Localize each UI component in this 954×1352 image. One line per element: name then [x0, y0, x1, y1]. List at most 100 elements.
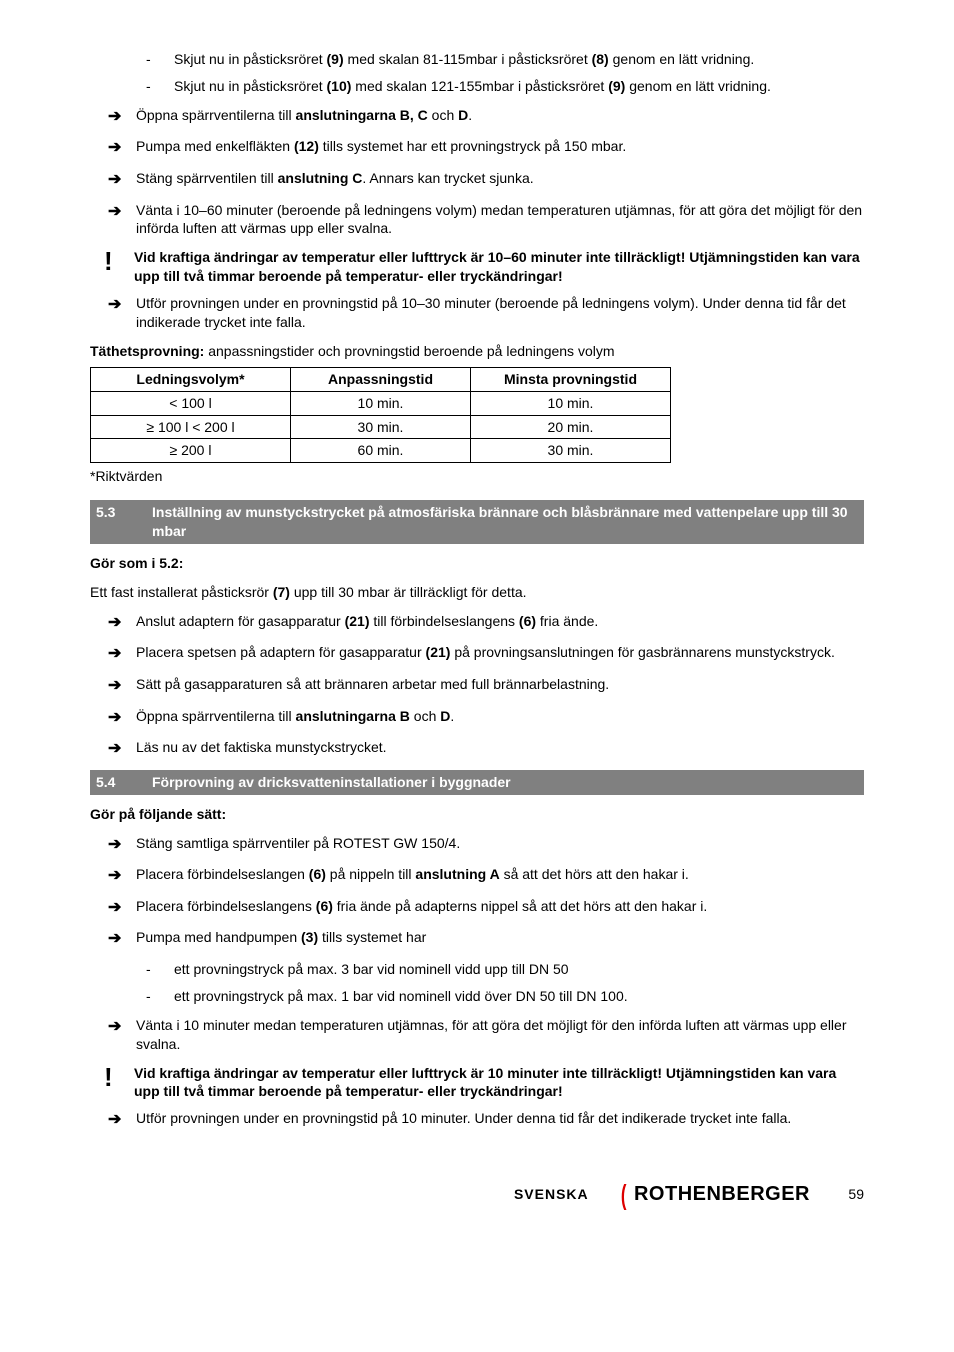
table-cell: 30 min. [471, 439, 671, 463]
brand-name: ROTHENBERGER [634, 1181, 810, 1208]
arrow-item-text: Pumpa med enkelfläkten (12) tills system… [136, 137, 864, 159]
arrow-list-1: ➔Öppna spärrventilerna till anslutningar… [108, 106, 864, 239]
section-number: 5.4 [96, 773, 152, 792]
arrow-icon: ➔ [108, 1016, 136, 1054]
arrow-item-text: Stäng samtliga spärrventiler på ROTEST G… [136, 834, 864, 856]
arrow-item-text: Stäng spärrventilen till anslutning C. A… [136, 169, 864, 191]
arrow-item-text: Placera förbindelseslangen (6) på nippel… [136, 865, 864, 887]
section-5-3-intro: Ett fast installerat påsticksrör (7) upp… [90, 583, 864, 602]
arrow-list-5-4-a: ➔Stäng samtliga spärrventiler på ROTEST … [108, 834, 864, 950]
arrow-item-text: Pumpa med handpumpen (3) tills systemet … [136, 928, 864, 950]
section-5-3-lead: Gör som i 5.2: [90, 554, 864, 573]
tightness-test-table: Ledningsvolym*AnpassningstidMinsta provn… [90, 367, 671, 464]
arrow-icon: ➔ [108, 1109, 136, 1131]
arrow-list-item: ➔Vänta i 10–60 minuter (beroende på ledn… [108, 201, 864, 239]
warning-text: Vid kraftiga ändringar av temperatur ell… [134, 248, 864, 286]
arrow-icon: ➔ [108, 707, 136, 729]
arrow-list-item: ➔Stäng spärrventilen till anslutning C. … [108, 169, 864, 191]
arrow-icon: ➔ [108, 643, 136, 665]
arrow-item-text: Placera förbindelseslangens (6) fria änd… [136, 897, 864, 919]
arrow-item-text: Sätt på gasapparaturen så att brännaren … [136, 675, 864, 697]
arrow-icon: ➔ [108, 612, 136, 634]
section-heading-5-4: 5.4 Förprovning av dricksvatteninstallat… [90, 770, 864, 795]
sub-list-item: -ett provningstryck på max. 3 bar vid no… [146, 960, 864, 979]
arrow-item-text: Utför provningen under en provningstid p… [136, 1109, 864, 1131]
warning-icon: ! [104, 1064, 134, 1102]
arrow-item-text: Utför provningen under en provningstid p… [136, 294, 864, 332]
table-header-cell: Anpassningstid [291, 367, 471, 391]
arrow-list-item: ➔Öppna spärrventilerna till anslutningar… [108, 707, 864, 729]
section-title: Inställning av munstyckstrycket på atmos… [152, 503, 858, 541]
arrow-list-item: ➔Öppna spärrventilerna till anslutningar… [108, 106, 864, 128]
warning-icon: ! [104, 248, 134, 286]
footer-brand: ( ROTHENBERGER [619, 1181, 810, 1209]
arrow-item-text: Vänta i 10 minuter medan temperaturen ut… [136, 1016, 864, 1054]
table-caption-bold: Täthetsprovning: [90, 343, 204, 359]
arrow-icon: ➔ [108, 675, 136, 697]
section-title: Förprovning av dricksvatteninstallatione… [152, 773, 858, 792]
arrow-item-text: Läs nu av det faktiska munstyckstrycket. [136, 738, 864, 760]
arrow-icon: ➔ [108, 928, 136, 950]
warning-block-2: ! Vid kraftiga ändringar av temperatur e… [104, 1064, 864, 1102]
sub-list-text: ett provningstryck på max. 1 bar vid nom… [174, 987, 864, 1006]
arrow-list-5-3: ➔Anslut adaptern för gasapparatur (21) t… [108, 612, 864, 760]
sub-list-item: -Skjut nu in påsticksröret (9) med skala… [146, 50, 864, 69]
arrow-list-item: ➔Utför provningen under en provningstid … [108, 1109, 864, 1131]
table-row: ≥ 100 l < 200 l30 min.20 min. [91, 415, 671, 439]
sub-list-item: -Skjut nu in påsticksröret (10) med skal… [146, 77, 864, 96]
dash-bullet: - [146, 960, 174, 979]
sub-list-text: Skjut nu in påsticksröret (10) med skala… [174, 77, 864, 96]
footer-language: SVENSKA [514, 1185, 589, 1204]
arrow-list-5-4-b: ➔Vänta i 10 minuter medan temperaturen u… [108, 1016, 864, 1054]
sub-list-5-4: -ett provningstryck på max. 3 bar vid no… [146, 960, 864, 1006]
arrow-list-item: ➔Sätt på gasapparaturen så att brännaren… [108, 675, 864, 697]
arrow-icon: ➔ [108, 738, 136, 760]
table-note: *Riktvärden [90, 467, 864, 486]
arrow-list-item: ➔Placera förbindelseslangen (6) på nippe… [108, 865, 864, 887]
arrow-list-item: ➔Pumpa med enkelfläkten (12) tills syste… [108, 137, 864, 159]
arrow-icon: ➔ [108, 137, 136, 159]
table-cell: 10 min. [471, 391, 671, 415]
warning-text: Vid kraftiga ändringar av temperatur ell… [134, 1064, 864, 1102]
section-heading-5-3: 5.3 Inställning av munstyckstrycket på a… [90, 500, 864, 544]
arrow-list-item: ➔Utför provningen under en provningstid … [108, 294, 864, 332]
arrow-icon: ➔ [108, 106, 136, 128]
sub-list-top: -Skjut nu in påsticksröret (9) med skala… [146, 50, 864, 96]
table-cell: 10 min. [291, 391, 471, 415]
page-footer: SVENSKA ( ROTHENBERGER 59 [90, 1181, 864, 1209]
arrow-icon: ➔ [108, 897, 136, 919]
arrow-item-text: Anslut adaptern för gasapparatur (21) ti… [136, 612, 864, 634]
arrow-icon: ➔ [108, 169, 136, 191]
table-caption-rest: anpassningstider och provningstid beroen… [204, 343, 614, 359]
arrow-list-item: ➔Pumpa med handpumpen (3) tills systemet… [108, 928, 864, 950]
footer-page-number: 59 [840, 1185, 864, 1204]
dash-bullet: - [146, 987, 174, 1006]
arrow-icon: ➔ [108, 294, 136, 332]
arrow-list-item: ➔Läs nu av det faktiska munstyckstrycket… [108, 738, 864, 760]
brand-paren-icon: ( [621, 1181, 627, 1209]
sub-list-text: Skjut nu in påsticksröret (9) med skalan… [174, 50, 864, 69]
table-header-cell: Ledningsvolym* [91, 367, 291, 391]
arrow-list-item: ➔Placera spetsen på adaptern för gasappa… [108, 643, 864, 665]
arrow-list-item: ➔Vänta i 10 minuter medan temperaturen u… [108, 1016, 864, 1054]
arrow-list-item: ➔Anslut adaptern för gasapparatur (21) t… [108, 612, 864, 634]
section-5-4-lead: Gör på följande sätt: [90, 805, 864, 824]
table-cell: ≥ 200 l [91, 439, 291, 463]
table-cell: 60 min. [291, 439, 471, 463]
arrow-icon: ➔ [108, 834, 136, 856]
warning-block-1: ! Vid kraftiga ändringar av temperatur e… [104, 248, 864, 286]
dash-bullet: - [146, 50, 174, 69]
table-cell: ≥ 100 l < 200 l [91, 415, 291, 439]
sub-list-item: -ett provningstryck på max. 1 bar vid no… [146, 987, 864, 1006]
table-cell: 30 min. [291, 415, 471, 439]
table-caption: Täthetsprovning: anpassningstider och pr… [90, 342, 864, 361]
dash-bullet: - [146, 77, 174, 96]
arrow-list-item: ➔Stäng samtliga spärrventiler på ROTEST … [108, 834, 864, 856]
arrow-list-1b: ➔Utför provningen under en provningstid … [108, 294, 864, 332]
arrow-list-item: ➔Placera förbindelseslangens (6) fria än… [108, 897, 864, 919]
table-row: < 100 l10 min.10 min. [91, 391, 671, 415]
table-cell: < 100 l [91, 391, 291, 415]
table-cell: 20 min. [471, 415, 671, 439]
section-number: 5.3 [96, 503, 152, 541]
table-row: ≥ 200 l60 min.30 min. [91, 439, 671, 463]
